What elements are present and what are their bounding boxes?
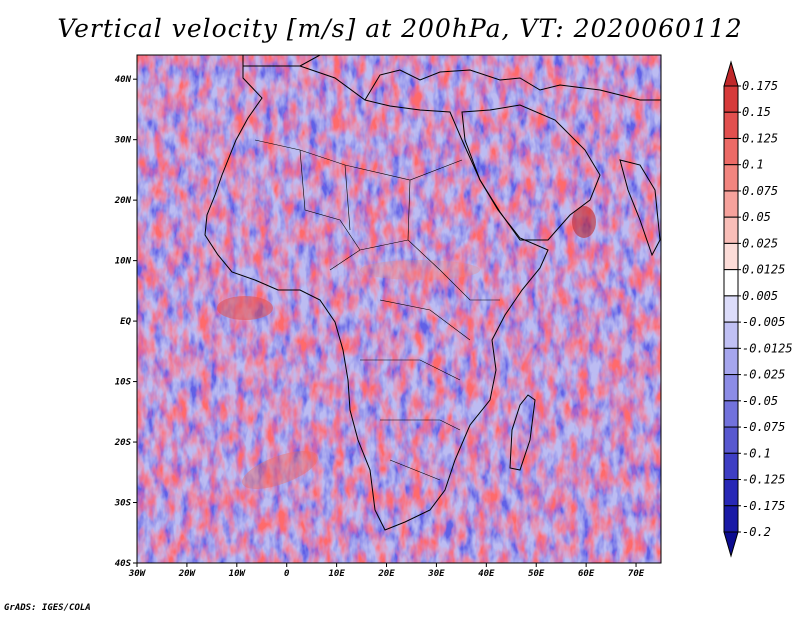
lon-tick-label: 30E: [427, 569, 445, 579]
colorbar-label: -0.005: [742, 315, 785, 329]
lon-axis: 30W 20W 10W 0 10E 20E 30E 40E 50E 60E 70E: [128, 563, 645, 579]
colorbar-label: -0.0125: [742, 341, 793, 355]
country-borders: [254, 139, 500, 481]
lon-tick-label: 40E: [478, 569, 495, 579]
colorbar-bin: [723, 269, 739, 297]
anomaly-arabian-sea: [572, 206, 596, 238]
colorbar-bin: [723, 242, 739, 271]
india-coastline: [619, 159, 661, 257]
colorbar-label: -0.025: [742, 368, 785, 382]
lon-tick-label: 0: [284, 569, 290, 579]
colorbar-label: -0.05: [742, 394, 778, 408]
lon-tick-label: 20E: [377, 569, 395, 579]
colorbar-bin: [723, 400, 739, 428]
colorbar-bin: [723, 426, 739, 454]
lat-tick-label: 30N: [114, 136, 132, 146]
coastlines: [204, 55, 661, 531]
anomaly-gulf-guinea: [217, 296, 273, 320]
africa-coastline: [204, 65, 549, 531]
anomaly-south-atlantic: [242, 451, 318, 489]
colorbar-label: 0.025: [742, 236, 778, 250]
colorbar-label: 0.175: [742, 79, 778, 93]
colorbar-bin: [723, 111, 739, 139]
colorbar-label: 0.15: [742, 105, 771, 119]
colorbar-label: 0.075: [742, 184, 778, 198]
colorbar-label: 0.125: [742, 131, 778, 145]
colorbar-bin: [723, 295, 739, 323]
lat-tick-label: 40N: [115, 75, 132, 85]
europe-coastline: [242, 55, 661, 101]
colorbar-label: -0.075: [742, 420, 785, 434]
field-background: [137, 55, 661, 563]
colorbar-bin: [723, 479, 739, 507]
colorbar-bin: [723, 347, 739, 376]
lat-tick-label: 10N: [115, 257, 132, 267]
colorbar-label: 0.1: [742, 158, 764, 172]
colorbar-label: 0.05: [742, 210, 771, 224]
colorbar-label: -0.2: [742, 525, 771, 539]
colorbar-bin: [723, 321, 739, 349]
colorbar-label: 0.005: [742, 289, 778, 303]
plot-frame: [136, 54, 662, 564]
lat-tick-label: EQ: [120, 317, 131, 327]
lon-tick-label: 60E: [578, 569, 595, 579]
lon-tick-label: 70E: [628, 569, 645, 579]
lat-axis: 40N 30N 20N 10N EQ 10S 20S 30S 40S: [114, 75, 137, 569]
velocity-field: [137, 55, 661, 563]
colorbar-bin: [723, 85, 739, 113]
anomaly-sahel: [360, 260, 480, 280]
lon-tick-label: 50E: [528, 569, 545, 579]
chart-title: Vertical velocity [m/s] at 200hPa, VT: 2…: [57, 14, 743, 43]
colorbar-bin: [723, 505, 739, 533]
colorbar-bin: [723, 164, 739, 192]
colorbar-max-arrow: [723, 60, 739, 87]
lat-tick-label: 30S: [114, 499, 132, 509]
madagascar-coastline: [509, 394, 536, 471]
lat-tick-label: 20S: [114, 438, 132, 448]
lon-tick-label: 20W: [178, 569, 197, 579]
colorbar-bin: [723, 137, 739, 166]
lat-tick-label: 40S: [115, 559, 132, 569]
credit-label: GrADS: IGES/COLA: [4, 603, 91, 613]
lat-tick-label: 20N: [114, 196, 132, 206]
lon-tick-label: 30W: [128, 569, 147, 579]
colorbar-bin: [723, 190, 739, 218]
colorbar: 0.175 0.15 0.125 0.1 0.075 0.05 0.025 0.0125 0.0…: [723, 60, 793, 558]
colorbar-min-arrow: [723, 531, 739, 558]
colorbar-label: -0.175: [742, 499, 785, 513]
colorbar-label: -0.1: [742, 446, 771, 460]
arabia-coastline: [461, 104, 601, 241]
colorbar-bin: [723, 374, 739, 402]
colorbar-bin: [723, 452, 739, 481]
colorbar-label: 0.0125: [742, 263, 785, 277]
colorbar-label: -0.125: [742, 473, 785, 487]
colorbar-bin: [723, 216, 739, 244]
lat-tick-label: 10S: [115, 378, 132, 388]
lon-tick-label: 10W: [229, 569, 247, 579]
lon-tick-label: 10E: [328, 569, 345, 579]
